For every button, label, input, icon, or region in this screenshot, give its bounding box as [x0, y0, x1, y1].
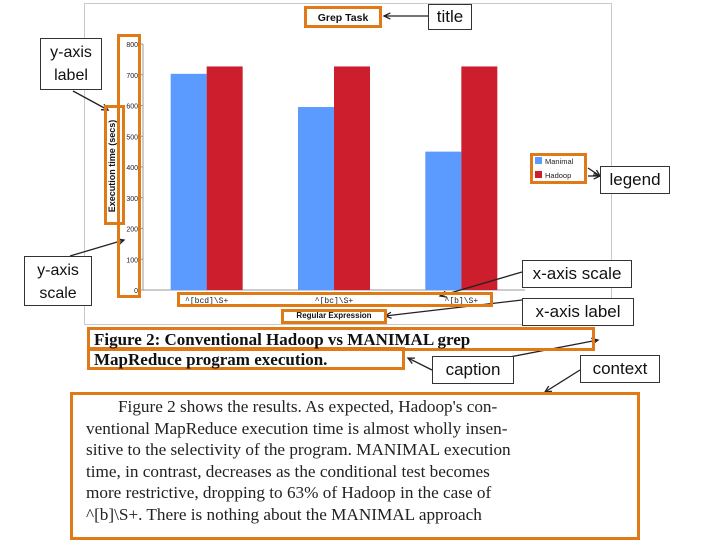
callout-context: context: [580, 355, 660, 383]
arrow-head: [382, 12, 391, 20]
context-line: Figure 2 shows the results. As expected,…: [118, 397, 498, 416]
y-tick-label: 600: [126, 104, 138, 111]
legend-entry: Hadoop: [545, 171, 571, 180]
y-tick-label: 800: [126, 42, 138, 49]
legend-highlight: [530, 153, 587, 184]
chart-title: Grep Task: [318, 12, 369, 24]
bar-manimal: [170, 73, 207, 290]
x-tick-label: ^[bcd]\S+: [185, 297, 228, 306]
y-tick-label: 300: [126, 196, 138, 203]
bar-hadoop: [461, 66, 498, 290]
context-line: more restrictive, dropping to 63% of Had…: [86, 483, 492, 503]
caption-line1: Figure 2: Conventional Hadoop vs MANIMAL…: [94, 330, 471, 349]
y-tick-label: 0: [134, 288, 138, 295]
x-axis-label: Regular Expression: [296, 311, 371, 320]
annotation-arrow: [587, 167, 601, 177]
bar-manimal: [298, 107, 334, 290]
y-tick-label: 100: [126, 257, 138, 264]
arrow-head: [406, 357, 416, 364]
x-axis-label-highlight: [281, 309, 387, 324]
bar-hadoop: [206, 66, 243, 290]
x-axis-scale-highlight: [177, 292, 493, 307]
context-paragraph: Figure 2 shows the results. As expected,…: [86, 396, 626, 526]
y-axis-label-highlight: [104, 105, 125, 225]
legend-entry: Manimal: [545, 157, 574, 166]
context-line: ^[b]\S+. There is nothing about the MANI…: [86, 504, 482, 524]
legend-swatch: [535, 171, 542, 178]
bar-manimal: [425, 151, 462, 290]
y-tick-label: 700: [126, 73, 138, 80]
annotation-arrow: [72, 90, 109, 111]
callout-caption: caption: [432, 356, 514, 384]
annotation-arrow: [544, 369, 581, 393]
y-tick-label: 200: [126, 227, 138, 234]
y-tick-label: 400: [126, 165, 138, 172]
legend-swatch: [535, 157, 542, 164]
callout-x-axis-scale: x-axis scale: [522, 260, 632, 288]
callout-x-axis-label: x-axis label: [522, 298, 634, 326]
x-tick-label: ^[bc]\S+: [315, 297, 354, 306]
annotation-arrow: [384, 299, 523, 317]
title-highlight: [304, 6, 382, 28]
callout-y-axis-scale: y-axis scale: [24, 256, 92, 306]
legend: Manimal Hadoop: [535, 157, 574, 180]
context-line: time, in contrast, decreases as the cond…: [86, 461, 490, 481]
y-axis-scale-highlight: [117, 34, 141, 298]
y-tick-label: 500: [126, 134, 138, 141]
annotation-arrow: [69, 239, 125, 257]
callout-legend: legend: [600, 166, 670, 194]
callout-title: title: [428, 4, 472, 30]
y-axis-label: Execution time (secs): [107, 120, 117, 213]
caption-line2: MapReduce program execution.: [94, 350, 328, 369]
caption-line2-highlight: [87, 347, 405, 370]
context-highlight: [70, 392, 640, 540]
bar-hadoop: [334, 66, 370, 290]
x-tick-label: ^[b]\S+: [445, 297, 479, 306]
context-line: sitive to the selectivity of the program…: [86, 440, 511, 460]
annotation-arrow: [407, 357, 433, 371]
callout-y-axis-label: y-axis label: [40, 38, 102, 90]
context-line: ventional MapReduce execution time is al…: [86, 418, 508, 438]
